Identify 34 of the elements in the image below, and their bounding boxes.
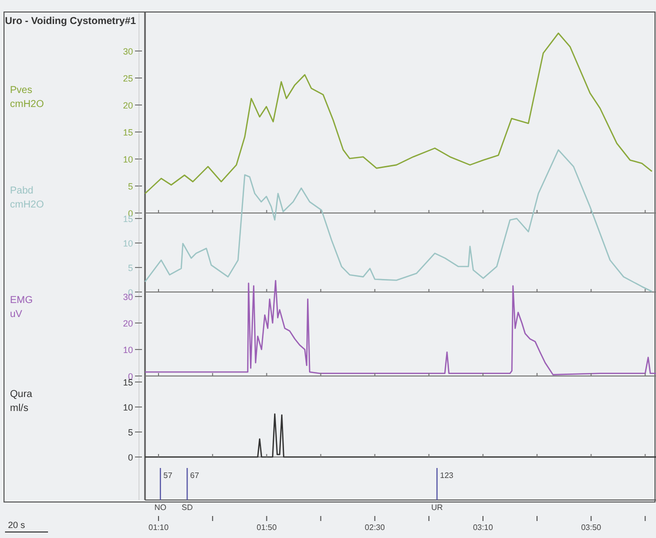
x-tick-label: 01:10 [148, 523, 170, 532]
x-tick-label: 01:50 [256, 523, 278, 532]
y-axis-title: Pabd cmH2O [10, 186, 44, 211]
y-axis-title: Pves cmH2O [10, 85, 44, 110]
annotation: 57 [163, 471, 173, 480]
y-tick-label: 5 [128, 182, 133, 192]
line-series [144, 32, 653, 194]
annotation: 123 [440, 471, 454, 480]
y-tick-label: 5 [128, 263, 133, 273]
y-tick-label: 30 [122, 46, 133, 56]
y-tick-label: 10 [122, 154, 133, 164]
chart-title: Uro - Voiding Cystometry#1 [5, 16, 136, 27]
x-tick-label: 02:30 [364, 523, 386, 532]
text: 20 s [8, 520, 26, 530]
x-tick-label: 03:50 [581, 523, 602, 532]
line-series [144, 149, 653, 292]
y-axis-title: EMG uV [10, 295, 33, 320]
ref-line-label: NO [154, 503, 166, 512]
ref-line-label: UR [431, 503, 443, 512]
y-tick-label: 15 [122, 378, 133, 388]
y-axis-title: Qura ml/s [10, 389, 33, 414]
y-tick-label: 20 [122, 318, 133, 328]
y-tick-label: 10 [122, 238, 133, 248]
y-tick-label: 25 [122, 74, 133, 84]
y-tick-label: 0 [128, 452, 133, 462]
y-tick-label: 20 [122, 100, 133, 110]
annotation: 67 [190, 471, 200, 480]
ref-line-label: SD [182, 503, 193, 512]
y-tick-label: 5 [128, 428, 133, 438]
y-tick-label: 10 [122, 345, 133, 355]
x-tick-label: 03:10 [472, 523, 494, 532]
y-tick-label: 15 [122, 128, 133, 138]
y-tick-label: 10 [122, 402, 133, 412]
y-tick-label: 15 [122, 214, 133, 224]
